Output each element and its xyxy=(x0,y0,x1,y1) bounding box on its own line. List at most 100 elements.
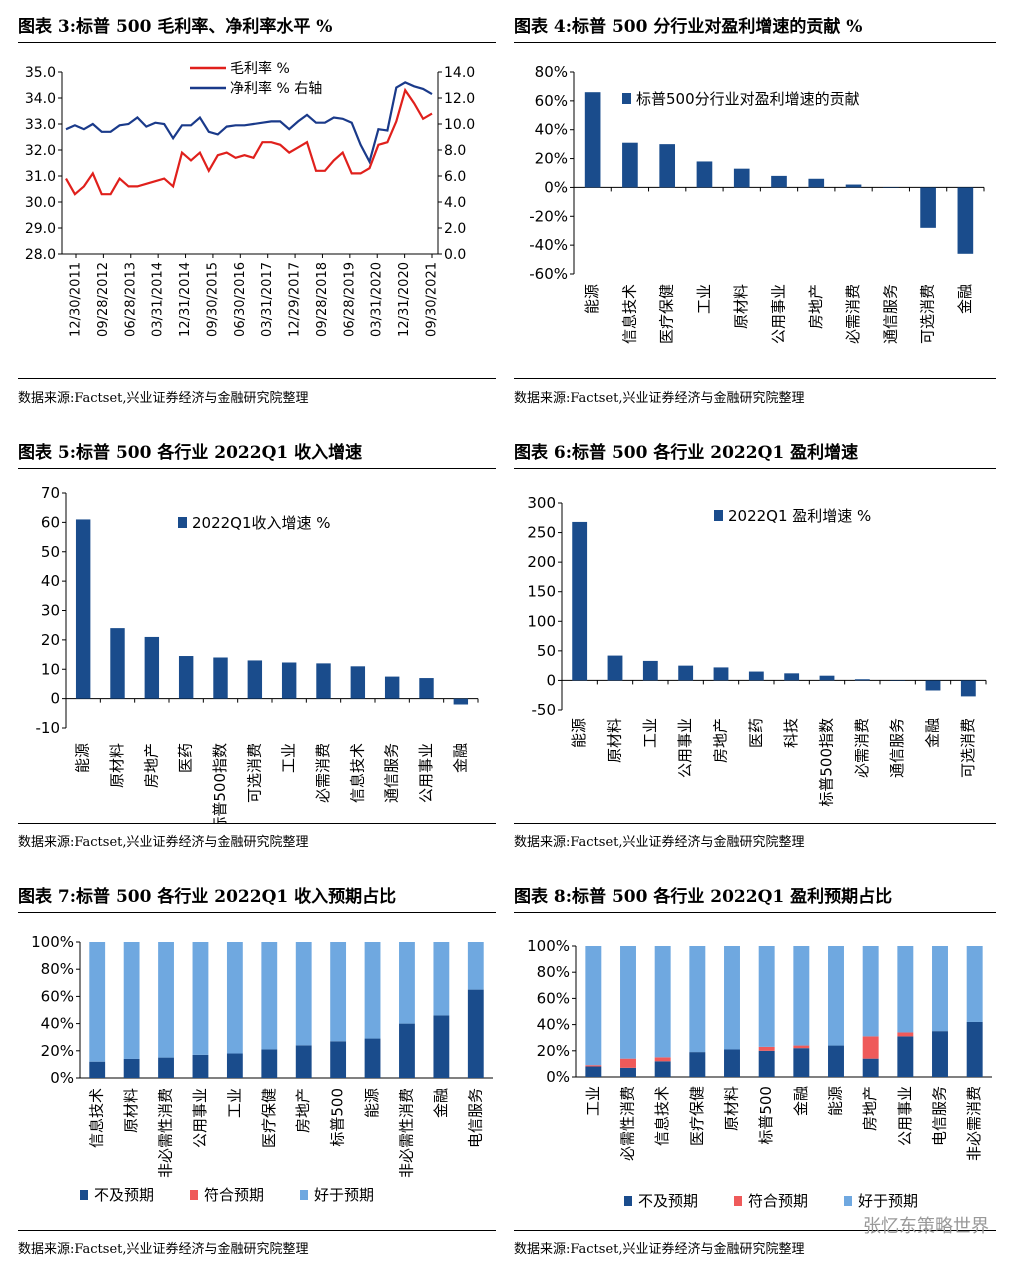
stacked-bar-segment xyxy=(433,942,450,1016)
stacked-bar-segment xyxy=(158,942,174,1058)
x-category-label: 能源 xyxy=(363,1088,381,1118)
y-tick-label-left: 32.0 xyxy=(25,143,56,159)
y-tick-label: 200 xyxy=(527,553,556,571)
legend-swatch xyxy=(80,1190,88,1200)
x-category-label: 必需性消费 xyxy=(619,1086,637,1161)
y-tick-label: 0 xyxy=(546,671,556,689)
bar xyxy=(748,671,764,681)
x-tick-label: 09/30/2021 xyxy=(425,262,440,337)
x-tick-label: 03/31/2014 xyxy=(151,262,166,337)
stacked-bar-segment xyxy=(158,1057,174,1078)
legend-swatch xyxy=(624,1196,632,1206)
stacked-bar-segment xyxy=(89,942,106,1062)
stacked-bar-segment xyxy=(192,1054,209,1078)
stacked-bar-segment xyxy=(758,946,775,1047)
source-note: 数据来源:Factset,兴业证券经济与金融研究院整理 xyxy=(514,1242,805,1257)
legend-swatch xyxy=(734,1196,742,1206)
y-tick-label: 50 xyxy=(41,543,60,561)
source-note: 数据来源:Factset,兴业证券经济与金融研究院整理 xyxy=(18,391,309,406)
bar xyxy=(771,175,787,188)
y-tick-label: 80% xyxy=(535,63,568,81)
chart-panel-3: 图表 3:标普 500 毛利率、净利率水平 % 35.0 34.0 33.0 32.0… xyxy=(18,12,496,412)
y-tick-label: 40 xyxy=(41,572,60,590)
chart-title: 图表 5:标普 500 各行业 2022Q1 收入增速 xyxy=(18,443,363,463)
x-tick-label: 06/28/2019 xyxy=(342,262,357,337)
x-category-label: 原材料 xyxy=(606,718,624,763)
stacked-bar-segment xyxy=(433,1015,450,1078)
stacked-bar-segment xyxy=(966,946,983,1022)
chart-panel-5: 图表 5:标普 500 各行业 2022Q1 收入增速 70 60 50 40 30 20… xyxy=(18,438,496,858)
legend-label: 2022Q1 盈利增速 % xyxy=(728,507,871,525)
y-tick-label: 0% xyxy=(544,178,568,196)
x-category-label: 工业 xyxy=(695,284,713,314)
x-category-label: 公用事业 xyxy=(191,1088,209,1148)
divider xyxy=(18,42,496,43)
y-tick-label: 60% xyxy=(537,989,570,1007)
x-category-label: 工业 xyxy=(584,1086,602,1116)
y-tick-label: -40% xyxy=(529,236,568,254)
stacked-bar-segment xyxy=(123,942,140,1059)
series-line xyxy=(65,87,433,196)
chart-7-plot: 100%80%60%40%20%0%信息技术 原材料 非必需性消费 公用事业 工业 医疗保… xyxy=(31,933,493,1204)
x-tick-label: 12/31/2020 xyxy=(397,262,412,337)
bar xyxy=(642,660,658,681)
x-category-label: 金融 xyxy=(432,1088,450,1118)
x-category-label: 信息技术 xyxy=(88,1088,106,1148)
y-tick-label-right: 8.0 xyxy=(444,143,466,159)
y-tick-label-right: 14.0 xyxy=(444,65,475,81)
x-tick-label: 03/31/2017 xyxy=(260,262,275,337)
y-tick-label: 80% xyxy=(41,960,74,978)
chart-title: 图表 3:标普 500 毛利率、净利率水平 % xyxy=(18,17,333,37)
x-category-label: 房地产 xyxy=(294,1088,312,1133)
stacked-bar-segment xyxy=(793,1048,810,1077)
stacked-bar-segment xyxy=(399,1023,415,1078)
y-tick-label-left: 28.0 xyxy=(25,247,56,263)
source-note: 数据来源:Factset,兴业证券经济与金融研究院整理 xyxy=(18,1242,309,1257)
x-category-label: 医疗保健 xyxy=(658,284,676,344)
stacked-bar-segment xyxy=(654,1061,671,1077)
x-category-label: 电信服务 xyxy=(931,1086,949,1146)
divider xyxy=(18,1230,496,1231)
y-tick-label: 100% xyxy=(527,937,570,955)
x-category-label: 医药 xyxy=(747,718,765,748)
x-category-label: 原材料 xyxy=(723,1086,741,1131)
stacked-bar-segment xyxy=(364,1038,381,1078)
bar xyxy=(453,698,469,705)
source-note: 数据来源:Factset,兴业证券经济与金融研究院整理 xyxy=(514,391,805,406)
y-tick-label-right: 12.0 xyxy=(444,91,475,107)
bar xyxy=(713,667,729,681)
bar xyxy=(572,521,588,681)
x-category-label: 可选消费 xyxy=(959,718,977,778)
bar xyxy=(784,673,800,681)
stacked-bar-segment xyxy=(828,1045,844,1077)
stacked-bar-segment xyxy=(932,1031,948,1077)
y-tick-label: 20% xyxy=(537,1042,570,1060)
bar xyxy=(110,628,125,699)
x-category-label: 医疗保健 xyxy=(260,1088,278,1148)
stacked-bar-segment xyxy=(758,1050,775,1077)
x-category-label: 非必需性消费 xyxy=(397,1088,415,1178)
divider xyxy=(18,468,496,469)
divider xyxy=(514,42,996,43)
x-tick-label: 03/31/2020 xyxy=(370,262,385,337)
x-tick-label: 06/28/2013 xyxy=(123,262,138,337)
x-category-label: 通信服务 xyxy=(383,743,401,803)
y-tick-label: 0 xyxy=(50,690,60,708)
y-tick-label: 30 xyxy=(41,602,60,620)
bar xyxy=(178,656,194,699)
x-category-label: 工业 xyxy=(280,743,298,773)
x-category-label: 公用事业 xyxy=(896,1086,914,1146)
legend-swatch xyxy=(844,1196,852,1206)
chart-title: 图表 4:标普 500 分行业对盈利增速的贡献 % xyxy=(514,17,863,37)
legend-label: 2022Q1收入增速 % xyxy=(192,514,331,532)
legend-label: 标普500分行业对盈利增速的贡献 xyxy=(636,90,860,108)
stacked-bar-segment xyxy=(897,1032,914,1037)
y-tick-label-left: 31.0 xyxy=(25,169,56,185)
x-category-label: 房地产 xyxy=(142,743,160,788)
y-tick-label-right: 0.0 xyxy=(444,247,466,263)
x-category-label: 房地产 xyxy=(807,284,825,329)
y-tick-label-right: 2.0 xyxy=(444,221,466,237)
x-category-label: 标普500 xyxy=(757,1086,775,1145)
stacked-bar-segment xyxy=(689,946,706,1053)
x-category-label: 房地产 xyxy=(861,1086,879,1131)
